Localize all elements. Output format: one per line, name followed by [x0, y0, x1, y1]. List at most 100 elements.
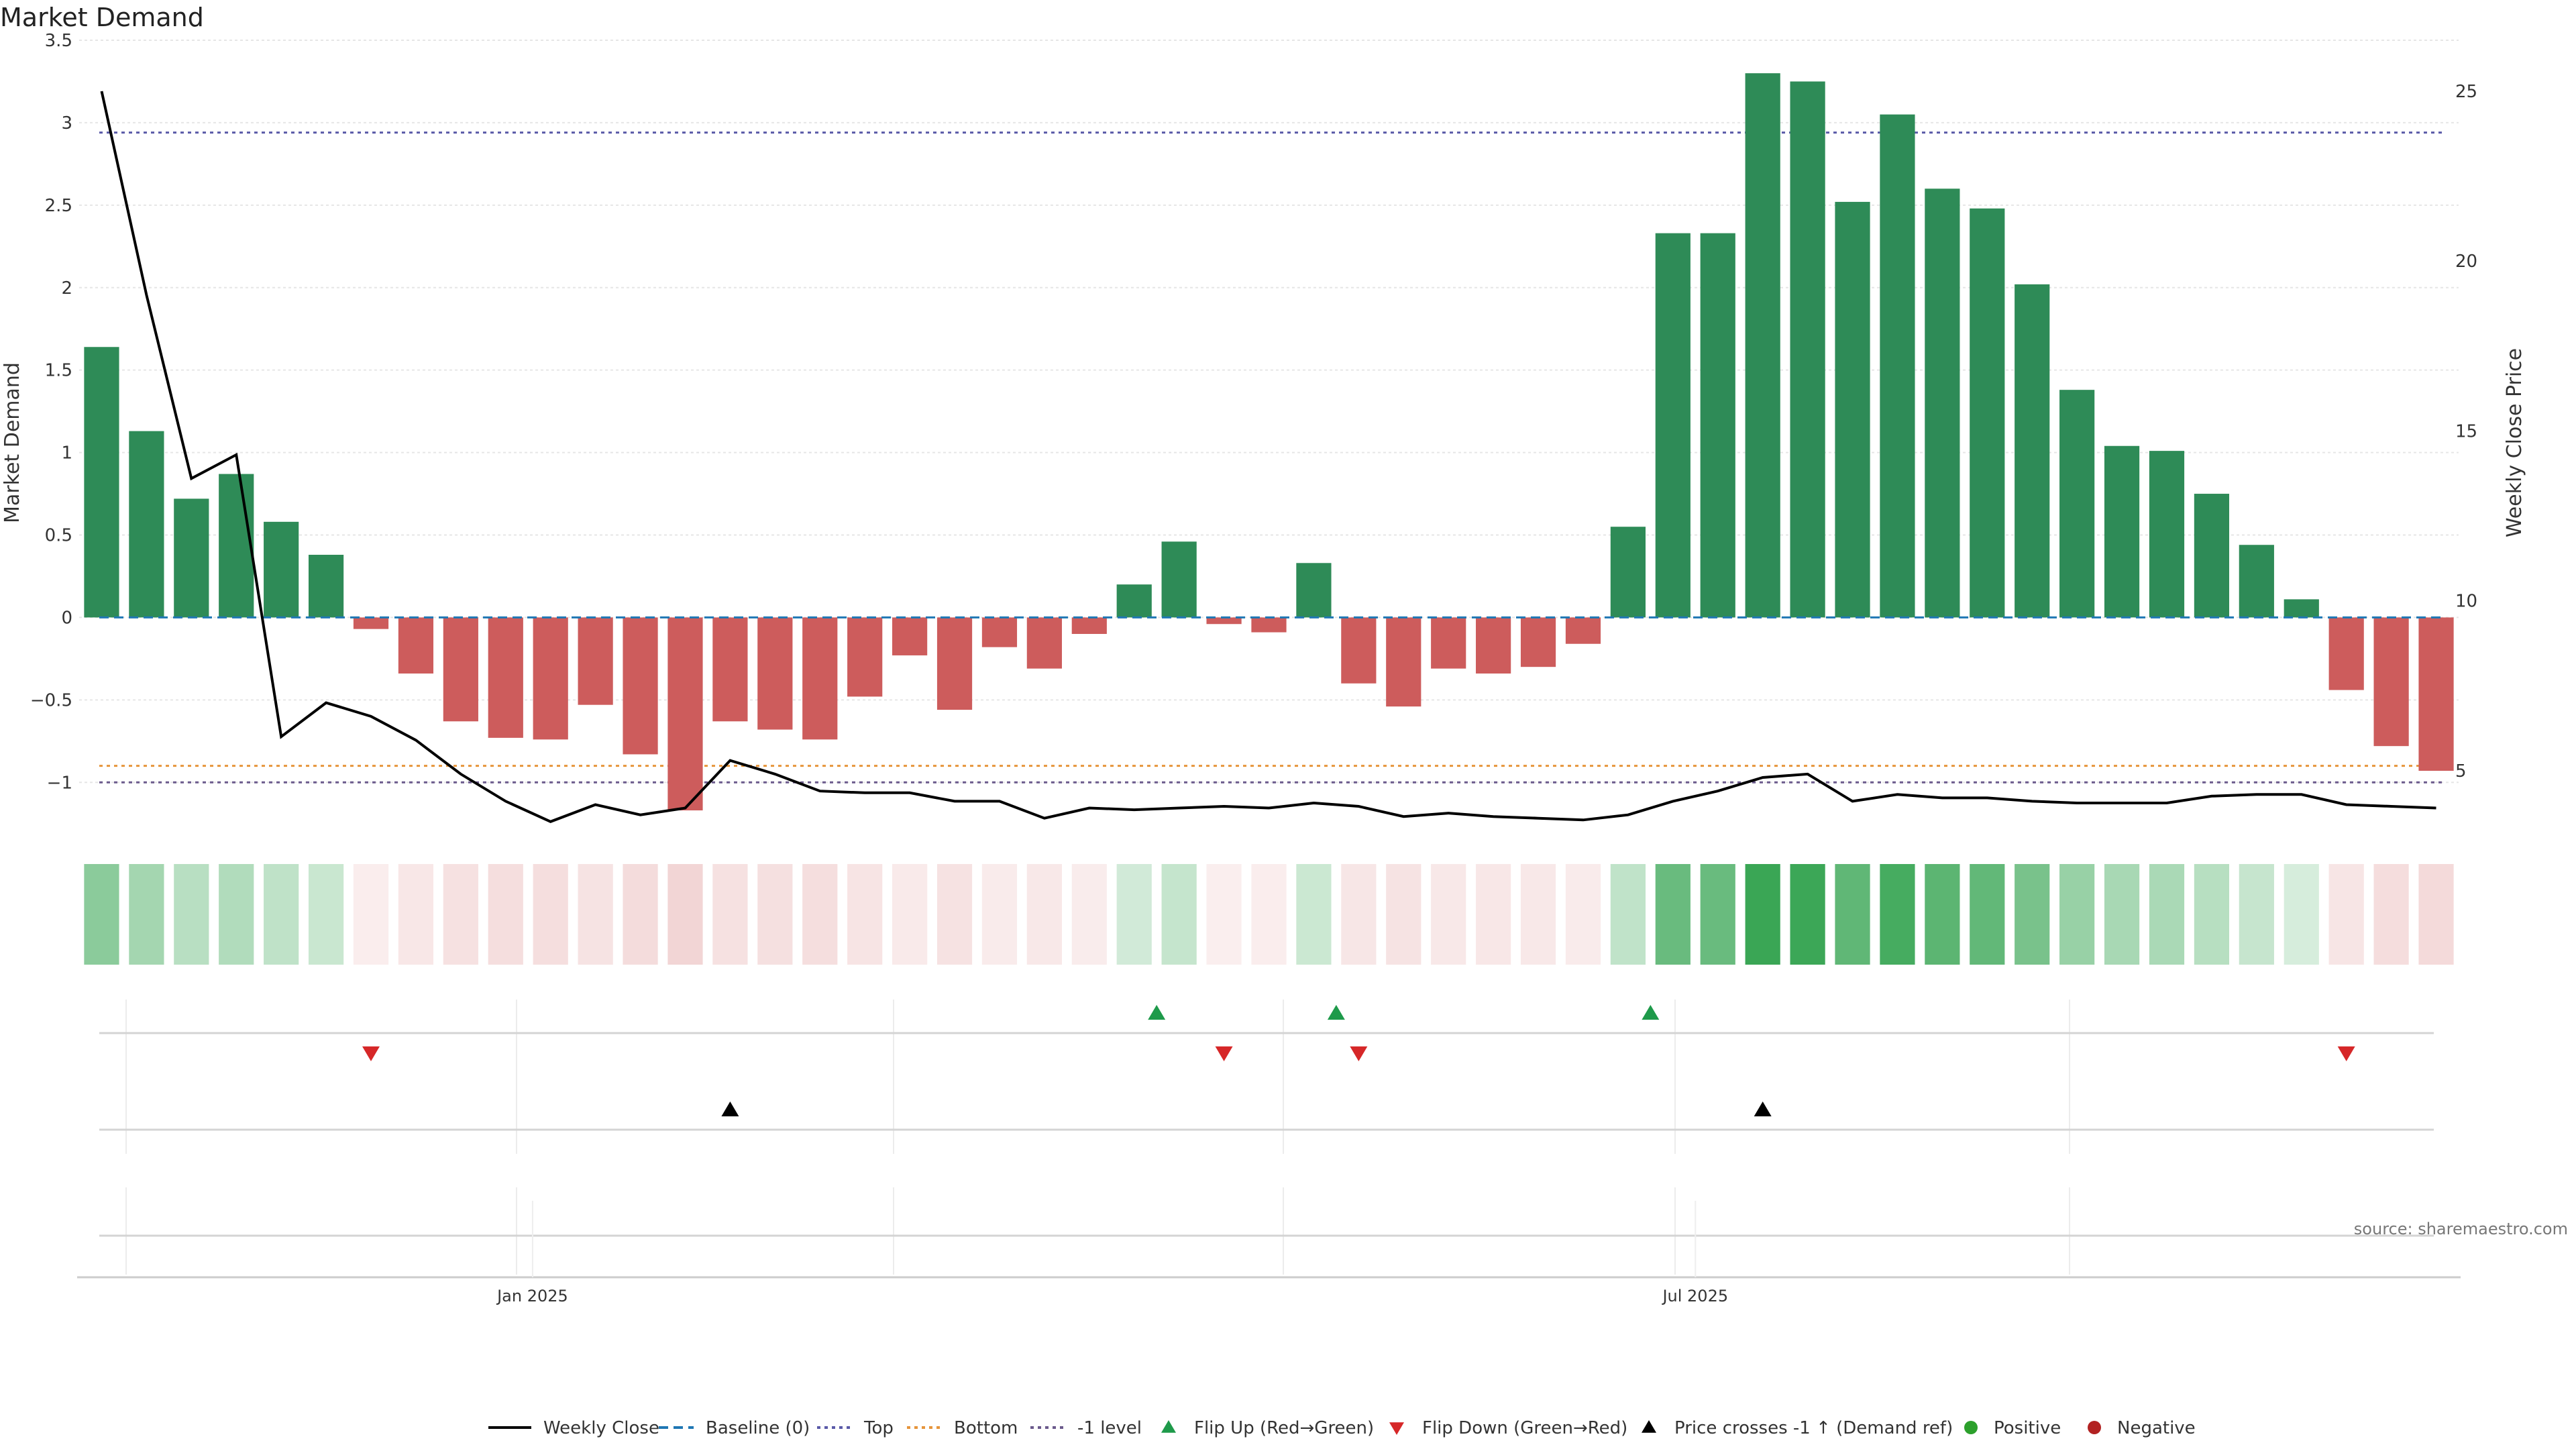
positive-bar — [2059, 390, 2095, 618]
strip-cell-negative — [712, 864, 748, 965]
positive-bar — [2194, 494, 2230, 618]
positive-bar — [308, 555, 344, 618]
negative-bar — [443, 617, 478, 722]
strip-cell-negative — [1026, 864, 1062, 965]
positive-bar — [129, 431, 164, 618]
strip-cell-positive — [1116, 864, 1152, 965]
positive-bar — [1700, 233, 1735, 618]
y-tick-label: −0.5 — [30, 690, 72, 710]
positive-bar — [1116, 584, 1152, 618]
positive-bar — [264, 521, 299, 618]
legend-label: Price crosses -1 ↑ (Demand ref) — [1674, 1418, 1953, 1438]
negative-bar — [2418, 617, 2454, 771]
positive-bar — [1925, 189, 1960, 618]
legend-label: -1 level — [1077, 1418, 1142, 1438]
negative-bar — [1431, 617, 1466, 669]
strip-cell-positive — [1925, 864, 1960, 965]
strip-cell-negative — [1206, 864, 1242, 965]
positive-bar — [2104, 445, 2140, 618]
negative-bar — [1341, 617, 1377, 684]
strip-cell-negative — [1431, 864, 1466, 965]
strip-cell-negative — [802, 864, 838, 965]
strip-cell-negative — [353, 864, 389, 965]
x-tick-label: Jan 2025 — [496, 1287, 568, 1305]
y2-axis-label: Weekly Close Price — [2503, 348, 2526, 537]
legend-label: Bottom — [954, 1418, 1018, 1438]
strip-cell-positive — [219, 864, 254, 965]
negative-bar — [353, 617, 389, 629]
legend-swatch — [2088, 1421, 2101, 1434]
positive-bar — [2239, 545, 2274, 618]
y-tick-label: 3.5 — [45, 31, 72, 51]
positive-bar — [1610, 527, 1646, 618]
positive-bar — [1745, 73, 1780, 618]
negative-bar — [757, 617, 793, 730]
weekly-close-line — [100, 91, 2436, 823]
positive-bar — [1790, 81, 1825, 618]
y-tick-label: 3 — [61, 113, 72, 133]
legend-label: Flip Up (Red→Green) — [1194, 1418, 1374, 1438]
legend-label: Top — [863, 1418, 894, 1438]
y-tick-label: 1.5 — [45, 361, 72, 381]
positive-bar — [1880, 114, 1915, 618]
strip-cell-negative — [2373, 864, 2409, 965]
strip-cell-positive — [1296, 864, 1332, 965]
negative-bar — [667, 617, 703, 811]
legend-swatch — [1161, 1420, 1176, 1433]
strip-cell-positive — [2284, 864, 2319, 965]
strip-cell-negative — [1341, 864, 1377, 965]
strip-cell-positive — [2239, 864, 2274, 965]
y-tick-label: 0.5 — [45, 526, 72, 546]
positive-bar — [2015, 284, 2050, 618]
strip-cell-negative — [2418, 864, 2454, 965]
strip-cell-negative — [623, 864, 658, 965]
strip-cell-negative — [1386, 864, 1421, 965]
strip-cell-positive — [264, 864, 299, 965]
flip-down-marker — [1350, 1046, 1368, 1061]
strip-cell-positive — [174, 864, 209, 965]
negative-bar — [488, 617, 523, 738]
strip-cell-negative — [981, 864, 1018, 965]
price-cross-marker — [1754, 1102, 1772, 1117]
strip-cell-positive — [308, 864, 344, 965]
strip-cell-positive — [129, 864, 164, 965]
negative-bar — [847, 617, 883, 697]
y-tick-label: 2.5 — [45, 196, 72, 216]
positive-bar — [2284, 599, 2319, 618]
negative-bar — [623, 617, 658, 755]
negative-bar — [1071, 617, 1107, 634]
positive-bar — [84, 347, 119, 618]
negative-bar — [1386, 617, 1421, 707]
y-tick-label: 0 — [61, 608, 72, 628]
strip-cell-negative — [533, 864, 568, 965]
positive-bar — [1835, 201, 1870, 618]
strip-cell-positive — [1161, 864, 1197, 965]
strip-cell-negative — [936, 864, 973, 965]
negative-bar — [2328, 617, 2364, 690]
legend-swatch — [1389, 1422, 1404, 1435]
negative-bar — [578, 617, 613, 705]
y-tick-label: −1 — [47, 773, 72, 793]
strip-cell-negative — [892, 864, 928, 965]
legend-label: Flip Down (Green→Red) — [1422, 1418, 1627, 1438]
strip-cell-positive — [1610, 864, 1646, 965]
strip-cell-negative — [757, 864, 793, 965]
strip-cell-positive — [2194, 864, 2230, 965]
strip-cell-negative — [667, 864, 703, 965]
x-tick-label: Jul 2025 — [1661, 1287, 1728, 1305]
strip-cell-negative — [1476, 864, 1511, 965]
strip-cell-negative — [1520, 864, 1556, 965]
flip-up-marker — [1148, 1005, 1166, 1020]
negative-bar — [1476, 617, 1511, 674]
negative-bar — [802, 617, 838, 740]
y2-tick-label: 10 — [2455, 592, 2477, 612]
strip-cell-positive — [1745, 864, 1780, 965]
negative-bar — [398, 617, 434, 674]
strip-cell-positive — [1880, 864, 1915, 965]
y2-tick-label: 15 — [2455, 421, 2477, 441]
strip-cell-positive — [2149, 864, 2185, 965]
negative-bar — [533, 617, 568, 740]
positive-bar — [174, 498, 209, 618]
strip-cell-positive — [1700, 864, 1735, 965]
strip-cell-positive — [1835, 864, 1870, 965]
